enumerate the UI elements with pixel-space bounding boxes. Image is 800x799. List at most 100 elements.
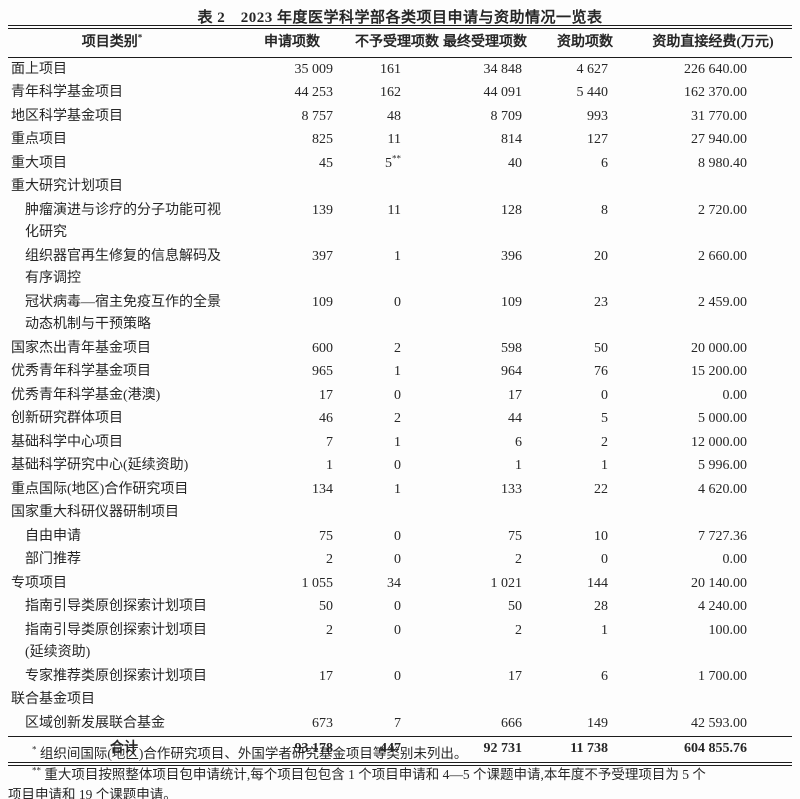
cell-category: 优秀青年科学基金项目: [8, 361, 240, 385]
cell-direct-funding: 20 000.00: [691, 340, 747, 356]
cell-direct-funding: 162 370.00: [684, 85, 747, 100]
table-row: 基础科学中心项目 7 1 6 2 12 000.00: [8, 431, 792, 455]
cell-applied-count: 45: [319, 155, 333, 171]
footnote-marker: **: [32, 765, 41, 775]
table-row: 指南引导类原创探索计划项目 50 0 50 28 4 240.00: [8, 596, 792, 620]
cell-final-accepted-count: 598: [501, 340, 522, 356]
category-label: 区域创新发展联合基金: [25, 715, 165, 731]
cell-direct-funding: 12 000.00: [691, 434, 747, 450]
cell-applied-count: 109: [312, 294, 333, 310]
cell-not-accepted-count: 0: [394, 528, 401, 544]
cell-direct-funding: 5 996.00: [698, 458, 747, 473]
cell-funded-count: 993: [587, 108, 608, 124]
table-row: 重点国际(地区)合作研究项目 134 1 133 22 4 620.00: [8, 478, 792, 502]
col-header-direct-funding-10k-yuan: 资助直接经费(万元): [652, 35, 774, 50]
cell-applied-count: 8 757: [301, 108, 334, 124]
cell-direct-funding: 4 240.00: [698, 599, 747, 614]
col-header-not-accepted-count: 不予受理项数: [355, 35, 439, 50]
cell-not-accepted-count: 1: [394, 434, 401, 450]
cell-category: 创新研究群体项目: [8, 408, 240, 432]
category-label: 自由申请: [25, 528, 81, 544]
cell-final-accepted-count: 50: [508, 599, 522, 614]
cell-final-accepted-count: 6: [515, 434, 522, 450]
cell-category: 面上项目: [8, 58, 240, 82]
cell-category: 指南引导类原创探索计划项目: [8, 596, 240, 620]
cell-funded-count: 1: [601, 622, 608, 638]
cell-funded-count: 0: [601, 552, 608, 567]
cell-funded-count: 23: [594, 294, 608, 310]
cell-category: 地区科学基金项目: [8, 105, 240, 129]
cell-funded-count: 28: [594, 599, 608, 614]
col-header-final-accepted-count: 最终受理项数: [443, 35, 527, 50]
table-row: 区域创新发展联合基金 673 7 666 149 42 593.00: [8, 712, 792, 736]
cell-not-accepted-count: 11: [387, 202, 401, 218]
table-header-row: 项目类别* 申请项数 不予受理项数 最终受理项数 资助项数 资助直接经费(万元): [8, 25, 792, 58]
cell-category: 联合基金项目: [8, 689, 240, 713]
table-row: 地区科学基金项目 8 757 48 8 709 993 31 770.00: [8, 105, 792, 129]
cell-final-accepted-count: 128: [501, 202, 522, 218]
cell-final-accepted-count: [401, 502, 522, 526]
statistics-table: 项目类别* 申请项数 不予受理项数 最终受理项数 资助项数 资助直接经费(万元) 面上项目…: [8, 25, 792, 766]
col-header-applied-count: 申请项数: [264, 35, 320, 50]
cell-direct-funding: 5 000.00: [698, 411, 747, 426]
category-label: 冠状病毒—宿主免疫互作的全景 动态机制与干预策略: [25, 294, 221, 333]
table-row: 青年科学基金项目 44 253 162 44 091 5 440 162 370.00: [8, 82, 792, 106]
cell-applied-count: 2: [326, 622, 333, 638]
cell-applied-count: [240, 176, 333, 200]
cell-applied-count: 46: [319, 411, 333, 426]
footnote: 项目申请和 19 个课题申请。: [8, 787, 177, 799]
cell-category: 国家重大科研仪器研制项目: [8, 502, 240, 526]
category-label: 肿瘤演进与诊疗的分子功能可视 化研究: [25, 202, 221, 241]
cell-direct-funding: 8 980.40: [698, 155, 747, 171]
cell-applied-count: 825: [312, 132, 333, 147]
table-row: 冠状病毒—宿主免疫互作的全景 动态机制与干预策略 109 0 109 23 2 459.0…: [8, 291, 792, 337]
cell-final-accepted-count: 44 091: [483, 85, 523, 100]
total-row: 合计 93 178 447 92 731 11 738 604 855.76: [8, 735, 792, 766]
cell-direct-funding: 42 593.00: [691, 715, 747, 731]
category-label: 创新研究群体项目: [11, 411, 123, 426]
cell-applied-count: 1: [326, 458, 333, 473]
cell-final-accepted-count: 92 731: [401, 735, 522, 766]
cell-funded-count: 20: [594, 248, 608, 264]
cell-final-accepted-count: 17: [508, 387, 522, 403]
category-label: 国家重大科研仪器研制项目: [11, 505, 179, 520]
cell-funded-count: 1: [601, 458, 608, 473]
cell-direct-funding: [608, 502, 792, 526]
cell-category: 肿瘤演进与诊疗的分子功能可视 化研究: [8, 199, 240, 245]
table-row: 肿瘤演进与诊疗的分子功能可视 化研究 139 11 128 8 2 720.00: [8, 199, 792, 245]
cell-final-accepted-count: 75: [508, 528, 522, 544]
cell-direct-funding: 2 459.00: [698, 294, 747, 310]
cell-not-accepted-count: 0: [394, 458, 401, 473]
cell-not-accepted-count: 161: [380, 61, 401, 77]
table-row: 优秀青年科学基金(港澳) 17 0 17 0 0.00: [8, 384, 792, 408]
cell-category: 部门推荐: [8, 549, 240, 573]
category-label: 基础科学中心项目: [11, 434, 123, 450]
cell-applied-count: 134: [312, 481, 333, 497]
cell-direct-funding: 27 940.00: [691, 132, 747, 147]
col-header-funded-count: 资助项数: [557, 35, 613, 50]
cell-not-accepted-count: 0: [394, 622, 401, 638]
category-label: 国家杰出青年基金项目: [11, 340, 151, 356]
col-header-category: 项目类别*: [81, 32, 143, 50]
cell-not-accepted-count: 48: [387, 108, 401, 124]
cell-funded-count: 2: [601, 434, 608, 450]
cell-applied-count: 17: [319, 387, 333, 403]
category-label: 组织器官再生修复的信息解码及 有序调控: [25, 248, 221, 287]
cell-not-accepted-count: 0: [394, 599, 401, 614]
cell-not-accepted-count: 2: [394, 411, 401, 426]
cell-category: 重点国际(地区)合作研究项目: [8, 478, 240, 502]
cell-funded-count: 0: [601, 387, 608, 403]
cell-not-accepted-count: 1: [394, 364, 401, 379]
cell-final-accepted-count: 1: [515, 458, 522, 473]
cell-category: 冠状病毒—宿主免疫互作的全景 动态机制与干预策略: [8, 291, 240, 337]
cell-final-accepted-count: 814: [501, 132, 522, 147]
cell-funded-count: [522, 176, 608, 200]
cell-funded-count: 10: [594, 528, 608, 544]
cell-not-accepted-count: 447: [333, 735, 401, 766]
cell-category: 青年科学基金项目: [8, 82, 240, 106]
cell-category: 合计: [8, 735, 240, 766]
cell-direct-funding: 2 660.00: [698, 248, 747, 264]
table-row: 面上项目 35 009 161 34 848 4 627 226 640.00: [8, 58, 792, 82]
cell-direct-funding: 4 620.00: [698, 481, 747, 497]
cell-final-accepted-count: 17: [508, 668, 522, 684]
